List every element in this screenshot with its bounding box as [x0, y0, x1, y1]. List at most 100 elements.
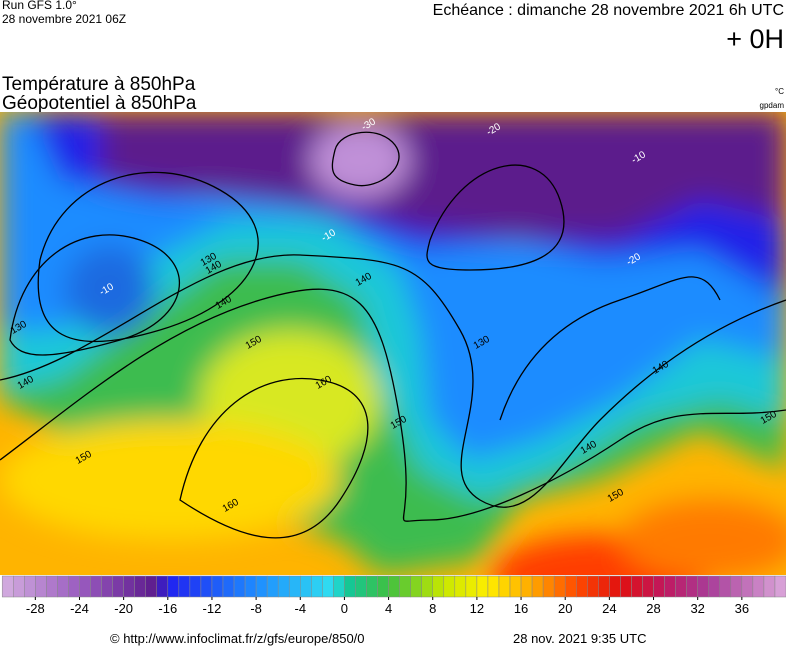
colorbar-swatch: [498, 575, 511, 598]
colorbar-swatch: [189, 575, 202, 598]
colorbar-label: -28: [26, 601, 45, 616]
colorbar-swatch: [465, 575, 478, 598]
colorbar-label: -4: [294, 601, 306, 616]
colorbar-swatch: [708, 575, 721, 598]
colorbar-swatch: [355, 575, 367, 598]
colorbar-swatch: [255, 575, 268, 598]
colorbar-swatch: [587, 575, 599, 598]
colorbar-label: 32: [690, 601, 704, 616]
colorbar-swatch: [432, 575, 445, 598]
colorbar-swatch: [277, 575, 290, 598]
colorbar-swatch: [79, 575, 91, 598]
title-temp: Température à 850hPa: [2, 74, 196, 95]
colorbar-swatch: [697, 575, 709, 598]
colorbar-swatch: [288, 575, 301, 598]
colorbar-swatch: [266, 575, 279, 598]
colorbar-swatch: [134, 575, 146, 598]
colorbar-swatch: [487, 575, 500, 598]
contours: [0, 131, 786, 539]
colorbar-swatch: [719, 575, 732, 598]
colorbar-label: 24: [602, 601, 616, 616]
colorbar-swatch: [609, 575, 621, 598]
colorbar-label: -12: [203, 601, 222, 616]
colorbar-swatch: [322, 575, 334, 598]
colorbar-swatch: [476, 575, 489, 598]
colorbar-swatch: [377, 575, 389, 598]
echeance: Echéance : dimanche 28 novembre 2021 6h …: [433, 2, 784, 19]
colorbar-swatch: [642, 575, 654, 598]
unit-geo: gpdam: [760, 101, 785, 110]
colorbar-label: 28: [646, 601, 660, 616]
colorbar-swatch: [300, 575, 312, 598]
colorbar-swatch: [631, 575, 643, 598]
colorbar-label: 16: [514, 601, 528, 616]
colorbar-swatch: [653, 575, 665, 598]
colorbar-swatch: [531, 575, 544, 598]
unit-temp: °C: [775, 87, 784, 96]
colorbar-swatch: [145, 575, 158, 598]
colorbar-swatch: [211, 575, 224, 598]
colorbar-label: 0: [341, 601, 348, 616]
colorbar-swatch: [410, 575, 422, 598]
colorbar-swatch: [520, 575, 533, 598]
colorbar-label: -20: [114, 601, 133, 616]
colorbar-swatch: [167, 575, 180, 598]
title-geo: Géopotentiel à 850hPa: [2, 93, 197, 114]
colorbar-swatch: [553, 575, 566, 598]
colorbar-swatch: [730, 575, 743, 598]
colorbar-swatch: [156, 575, 169, 598]
colorbar-swatch: [542, 575, 555, 598]
run-label: Run GFS 1.0°: [2, 0, 77, 12]
colorbar-label: -16: [158, 601, 177, 616]
colorbar-swatch: [686, 575, 698, 598]
colorbar-swatch: [222, 575, 235, 598]
colorbar-swatch: [68, 575, 80, 598]
colorbar-swatch: [35, 575, 47, 598]
colorbar-swatch: [311, 575, 323, 598]
colorbar-swatch: [509, 575, 522, 598]
colorbar-swatch: [564, 575, 577, 598]
colorbar-swatch: [598, 575, 610, 598]
run-date: 28 novembre 2021 06Z: [2, 12, 126, 26]
colorbar-swatch: [1, 575, 14, 598]
colorbar-swatch: [233, 575, 246, 598]
colorbar-swatch: [675, 575, 687, 598]
colorbar-swatch: [178, 575, 191, 598]
colorbar-swatch: [200, 575, 213, 598]
colorbar-swatch: [388, 575, 400, 598]
colorbar-swatch: [123, 575, 135, 598]
colorbar-label: 4: [385, 601, 392, 616]
colorbar-swatch: [112, 575, 124, 598]
colorbar-swatch: [24, 575, 36, 598]
colorbar-swatch: [774, 575, 786, 598]
colorbar-swatch: [454, 575, 467, 598]
footer-url: © http://www.infoclimat.fr/z/gfs/europe/…: [110, 631, 365, 646]
colorbar-swatch: [576, 575, 588, 598]
colorbar-label: 20: [558, 601, 572, 616]
colorbar-swatch: [366, 575, 378, 598]
colorbar-label: -8: [250, 601, 262, 616]
colorbar-swatch: [752, 575, 765, 598]
offset: + 0H: [726, 24, 784, 54]
colorbar-swatch: [344, 575, 356, 598]
colorbar-label: -24: [70, 601, 89, 616]
colorbar-swatch: [741, 575, 754, 598]
colorbar-swatch: [763, 575, 776, 598]
colorbar-swatch: [443, 575, 456, 598]
colorbar-label: 8: [429, 601, 436, 616]
colorbar-swatch: [12, 575, 25, 598]
colorbar-swatch: [664, 575, 676, 598]
colorbar-swatch: [620, 575, 632, 598]
footer-timestamp: 28 nov. 2021 9:35 UTC: [513, 631, 646, 646]
map: 1401301401501601501601501401301401501501…: [0, 112, 786, 575]
colorbar-swatch: [57, 575, 69, 598]
colorbar-swatch: [90, 575, 102, 598]
colorbar-swatch: [421, 575, 433, 598]
colorbar-swatch: [399, 575, 411, 598]
colorbar-label: 36: [735, 601, 749, 616]
colorbar-swatch: [101, 575, 113, 598]
colorbar-label: 12: [470, 601, 484, 616]
colorbar-swatch: [46, 575, 58, 598]
